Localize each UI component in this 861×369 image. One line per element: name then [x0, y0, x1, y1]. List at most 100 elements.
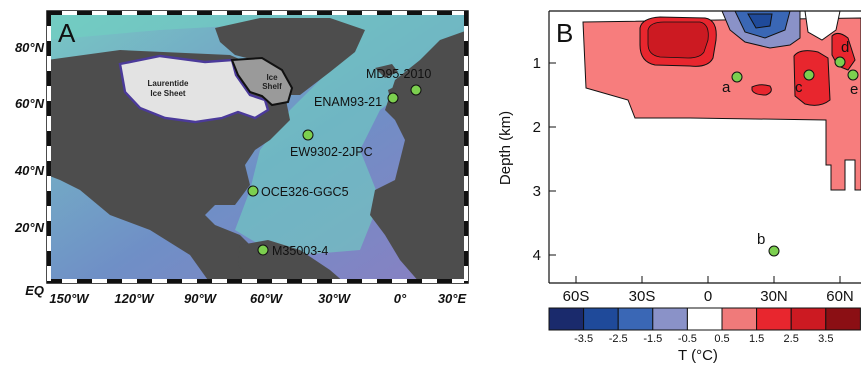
border-segment: [47, 56, 51, 71]
border-segment: [437, 279, 452, 283]
greenland: [215, 18, 365, 95]
border-segment: [47, 116, 51, 131]
border-segment: [257, 279, 272, 283]
lon-label: 0°: [394, 291, 407, 306]
border-segment: [77, 11, 92, 15]
colorbar-label: T (°C): [678, 347, 718, 364]
border-segment: [464, 41, 468, 56]
point-d: [834, 56, 846, 68]
lat-tick-label: 30N: [760, 288, 788, 305]
border-segment: [47, 146, 51, 161]
border-segment: [464, 116, 468, 131]
site-label-m35003-4: M35003-4: [272, 244, 328, 258]
border-segment: [62, 279, 77, 283]
border-segment: [197, 11, 212, 15]
panel-a-label: A: [58, 18, 76, 48]
lat-tick-label: 60S: [563, 288, 590, 305]
border-segment: [362, 11, 377, 15]
border-segment: [152, 11, 167, 15]
latitude-ticks: 60S 30S 0 30N 60N: [563, 276, 854, 305]
border-segment: [47, 41, 51, 56]
border-segment: [347, 279, 362, 283]
colorbar-tick-label: 0.5: [714, 333, 729, 345]
border-segment: [437, 11, 452, 15]
checkered-border: [47, 11, 468, 283]
border-segment: [464, 266, 468, 281]
warm-blob-a: [751, 84, 772, 96]
colorbar-swatch: [790, 307, 827, 331]
ice-shelf-label-2: Shelf: [262, 82, 282, 91]
border-segment: [47, 221, 51, 236]
depth-tick-label: 3: [533, 183, 541, 200]
border-segment: [464, 191, 468, 206]
site-label-enam93-21: ENAM93-21: [314, 95, 382, 109]
border-segment: [47, 131, 51, 146]
border-segment: [464, 236, 468, 251]
border-segment: [347, 11, 362, 15]
lon-label: 30°E: [438, 291, 467, 306]
colorbar-tick-label: -2.5: [609, 333, 628, 345]
ice-shelf: [230, 56, 294, 107]
site-label-ew9302-2jpc: EW9302-2JPC: [290, 145, 373, 159]
border-segment: [47, 266, 51, 281]
border-segment: [137, 279, 152, 283]
border-segment: [122, 11, 137, 15]
border-segment: [62, 11, 77, 15]
border-segment: [47, 191, 51, 206]
border-segment: [122, 279, 137, 283]
point-a: [731, 71, 743, 83]
lat-label: 80°N: [15, 40, 45, 55]
border-segment: [464, 221, 468, 236]
lon-label: 90°W: [184, 291, 218, 306]
border-segment: [227, 279, 242, 283]
border-segment: [257, 11, 272, 15]
point-b: [768, 245, 780, 257]
border-segment: [362, 279, 377, 283]
border-segment: [47, 86, 51, 101]
site-ew9302-2jpc: [302, 129, 314, 141]
border-segment: [452, 11, 467, 15]
border-segment: [377, 279, 392, 283]
border-segment: [212, 279, 227, 283]
lon-label: 120°W: [114, 291, 155, 306]
colorbar-swatch: [617, 307, 654, 331]
border-segment: [392, 11, 407, 15]
lat-label: 20°N: [14, 220, 45, 235]
border-segment: [464, 56, 468, 71]
panel-b-label: B: [556, 18, 573, 48]
border-segment: [47, 161, 51, 176]
border-segment: [47, 71, 51, 86]
point-label-d: d: [841, 39, 849, 56]
lon-label: 60°W: [250, 291, 284, 306]
border-segment: [47, 176, 51, 191]
border-segment: [464, 161, 468, 176]
border-segment: [47, 251, 51, 266]
cold-anomaly-center: [747, 13, 773, 29]
depth-tick-label: 2: [533, 119, 541, 136]
border-segment: [92, 279, 107, 283]
border-segment: [464, 281, 468, 283]
border-segment: [107, 11, 122, 15]
colorbar-tick-label: -0.5: [678, 333, 697, 345]
border-segment: [47, 11, 62, 15]
depth-axis-label: Depth (km): [497, 111, 514, 185]
colorbar: -3.5 -2.5 -1.5 -0.5 0.5 1.5 2.5 3.5: [548, 307, 861, 345]
lon-label: 30°W: [318, 291, 352, 306]
point-label-e: e: [850, 81, 858, 98]
lat-label: 40°N: [14, 163, 45, 178]
site-md95-2010: [410, 84, 422, 96]
ice-sheet-label-1: Laurentide: [148, 79, 189, 88]
border-segment: [47, 11, 51, 26]
border-segment: [302, 279, 317, 283]
border-segment: [464, 71, 468, 86]
border-segment: [167, 279, 182, 283]
colorbar-tick-label: 3.5: [818, 333, 833, 345]
depth-tick-label: 4: [533, 247, 541, 264]
border-segment: [212, 11, 227, 15]
colorbar-tick-label: -3.5: [574, 333, 593, 345]
laurentide-ice-sheet: [118, 54, 270, 124]
border-segment: [242, 279, 257, 283]
shelf: [47, 11, 468, 255]
point-label-c: c: [795, 79, 803, 96]
depth-tick-label: 1: [533, 55, 541, 72]
